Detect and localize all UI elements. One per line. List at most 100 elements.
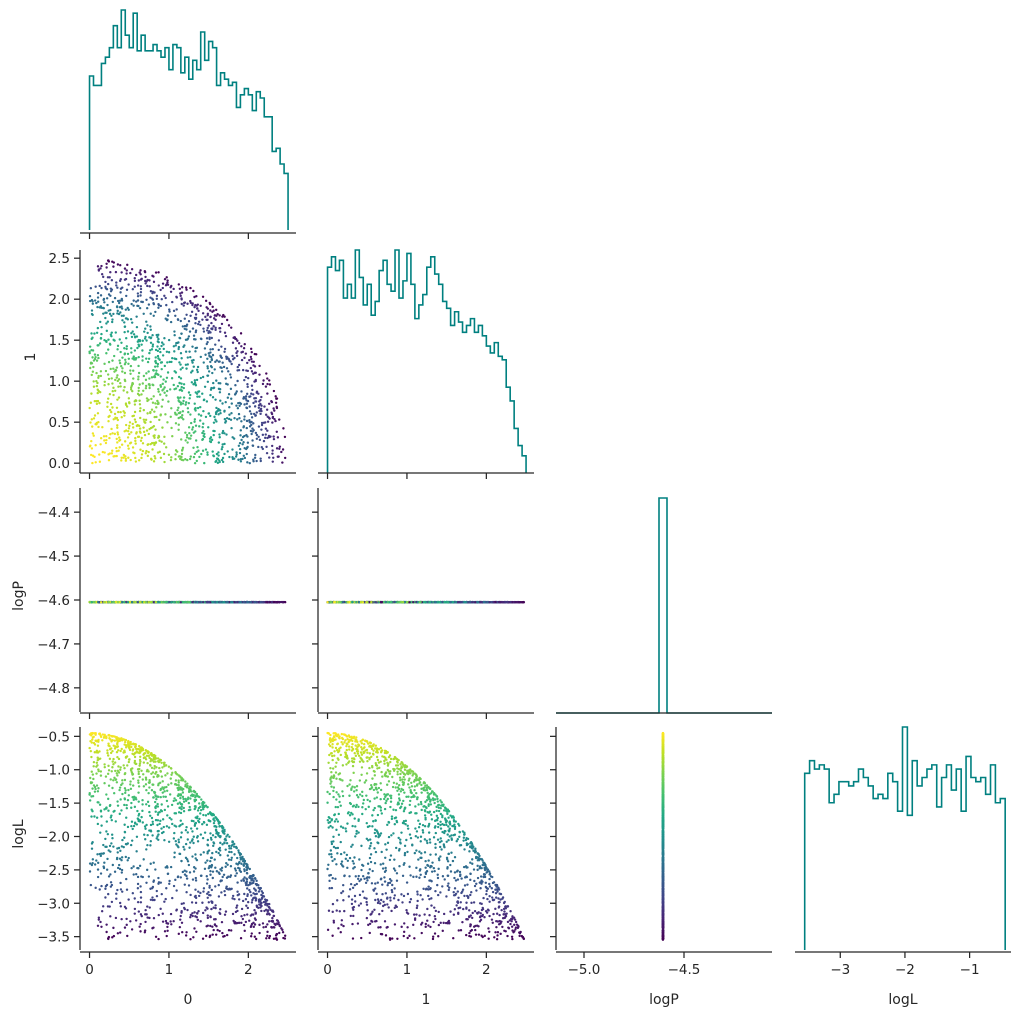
scatter-point [191, 327, 195, 330]
scatter-point [202, 409, 205, 413]
scatter-point [216, 461, 220, 465]
scatter-point [92, 365, 95, 369]
scatter-point [182, 383, 186, 386]
scatter-point [245, 426, 248, 430]
scatter-point [193, 402, 196, 405]
scatter-point [193, 418, 197, 421]
scatter-point [188, 350, 191, 353]
scatter-point [102, 297, 106, 301]
scatter-point [272, 600, 276, 604]
scatter-point [112, 367, 115, 370]
scatter-point [156, 819, 160, 822]
scatter-point [176, 396, 180, 399]
scatter-point [116, 312, 119, 315]
scatter-point [139, 273, 142, 276]
scatter-point [252, 458, 255, 461]
scatter-point [221, 456, 225, 460]
scatter-point [197, 413, 201, 416]
scatter-point [192, 365, 195, 368]
scatter-point [151, 334, 154, 337]
scatter-point [120, 459, 123, 462]
scatter-point [212, 433, 215, 437]
scatter-point [156, 436, 160, 439]
scatter-point [243, 892, 246, 896]
scatter-point [223, 331, 227, 334]
scatter-point [132, 304, 135, 307]
scatter-point [266, 377, 269, 380]
scatter-point [482, 600, 486, 604]
scatter-point [205, 342, 208, 346]
scatter-point [106, 401, 109, 404]
scatter-point [121, 792, 124, 796]
scatter-point [136, 346, 139, 350]
scatter-point [276, 455, 279, 458]
scatter-point [241, 368, 245, 372]
scatter-point [230, 411, 233, 415]
scatter-point [209, 440, 213, 444]
scatter-point [104, 316, 107, 320]
scatter-point [111, 318, 114, 321]
scatter-point [123, 836, 126, 839]
scatter-point [91, 461, 94, 465]
scatter-point [179, 416, 182, 419]
scatter-point [153, 443, 156, 447]
scatter-point [149, 325, 152, 328]
scatter-point [90, 439, 93, 443]
scatter-point [95, 359, 99, 362]
scatter-point [215, 406, 218, 410]
scatter-point [262, 439, 266, 443]
scatter-point [114, 331, 117, 334]
scatter-point [195, 295, 198, 298]
scatter-point [221, 402, 224, 405]
scatter-point [189, 299, 192, 303]
scatter-point [242, 454, 245, 458]
scatter-point [123, 414, 126, 417]
scatter-point [194, 322, 197, 325]
scatter-point [161, 382, 164, 386]
scatter-point [196, 406, 200, 410]
scatter-point [223, 315, 226, 318]
scatter-point [211, 347, 214, 351]
scatter-point [191, 361, 194, 364]
scatter-point [157, 913, 160, 917]
scatter-point [206, 318, 209, 321]
scatter-point [129, 369, 132, 372]
scatter-point [100, 264, 103, 268]
scatter-point [110, 770, 113, 773]
scatter-point [150, 376, 154, 379]
scatter-point [186, 407, 190, 410]
scatter-point [142, 408, 146, 412]
scatter-point [141, 449, 145, 453]
scatter-point [124, 277, 128, 281]
scatter-point [131, 330, 134, 333]
scatter-point [102, 312, 105, 315]
scatter-point [111, 432, 114, 435]
scatter-point [266, 601, 269, 604]
scatter-point [201, 375, 205, 379]
scatter-point [217, 851, 220, 855]
scatter-point [116, 433, 120, 436]
scatter-point [127, 430, 130, 433]
scatter-point [250, 360, 254, 363]
scatter-point [226, 600, 229, 604]
scatter-point [201, 438, 204, 442]
scatter-point [149, 296, 152, 299]
scatter-point [187, 320, 191, 323]
scatter-point [224, 421, 227, 424]
scatter-point [154, 360, 157, 363]
scatter-point [221, 429, 225, 433]
panel-2-2 [556, 497, 772, 714]
scatter-point [261, 382, 265, 386]
scatter-point [119, 385, 122, 388]
scatter-point [108, 436, 111, 440]
scatter-point [264, 436, 267, 440]
scatter-point [127, 447, 130, 450]
scatter-point [149, 336, 153, 339]
scatter-point [161, 389, 164, 392]
scatter-point [223, 410, 226, 413]
scatter-point [170, 360, 173, 364]
scatter-point [212, 386, 216, 389]
scatter-point [130, 745, 133, 749]
scatter-point [240, 438, 243, 442]
